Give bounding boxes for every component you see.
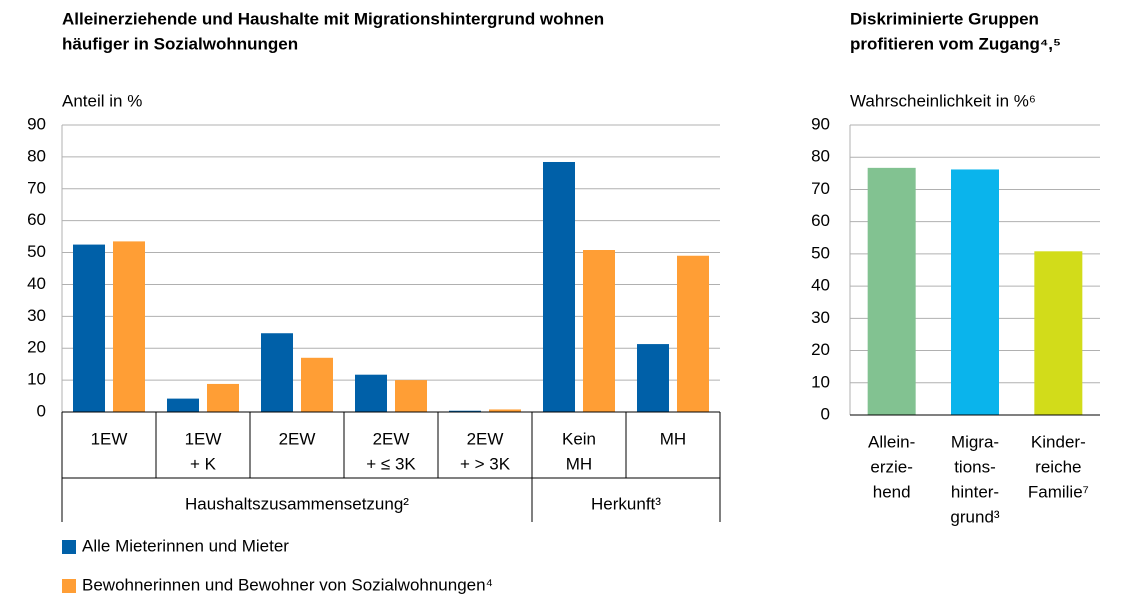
x-tick-label: Kein xyxy=(562,429,596,448)
bar xyxy=(867,167,916,415)
y-tick-label: 70 xyxy=(27,178,46,197)
x-tick-label: 2EW xyxy=(373,429,410,448)
x-tick-label: grund³ xyxy=(950,507,999,526)
x-tick-label: erzie- xyxy=(870,457,913,476)
x-tick-label: + K xyxy=(190,454,217,473)
y-tick-label: 10 xyxy=(811,372,830,391)
y-axis-label: Wahrscheinlichkeit in %⁶ xyxy=(850,91,1036,110)
bar xyxy=(449,410,481,412)
bar xyxy=(951,169,999,415)
group-label: Herkunft³ xyxy=(591,494,661,513)
x-tick-label: Familie⁷ xyxy=(1028,482,1089,501)
x-tick-label: MH xyxy=(660,429,686,448)
y-tick-label: 40 xyxy=(811,276,830,295)
y-tick-label: 60 xyxy=(27,210,46,229)
bar xyxy=(355,374,387,412)
bar xyxy=(207,383,239,412)
bar xyxy=(677,255,709,412)
bar xyxy=(113,241,145,412)
x-tick-label: + > 3K xyxy=(460,454,511,473)
chart-title: Alleinerziehende und Haushalte mit Migra… xyxy=(62,9,604,28)
x-tick-label: 2EW xyxy=(279,429,316,448)
bar xyxy=(301,357,333,412)
legend-label: Alle Mieterinnen und Mieter xyxy=(82,536,289,555)
bar xyxy=(543,161,575,412)
x-tick-label: tions- xyxy=(954,457,996,476)
x-tick-label: reiche xyxy=(1035,457,1081,476)
y-tick-label: 0 xyxy=(821,404,830,423)
bar xyxy=(73,244,105,412)
y-tick-label: 20 xyxy=(27,338,46,357)
x-tick-label: 2EW xyxy=(467,429,504,448)
chart-title: häufiger in Sozialwohnungen xyxy=(62,34,298,53)
y-tick-label: 30 xyxy=(811,308,830,327)
y-tick-label: 80 xyxy=(811,147,830,166)
y-tick-label: 90 xyxy=(811,114,830,133)
bar xyxy=(261,333,293,412)
x-tick-label: Migra- xyxy=(951,432,999,451)
bar xyxy=(489,409,521,412)
x-tick-label: 1EW xyxy=(91,429,128,448)
bar xyxy=(1034,251,1083,415)
x-tick-label: 1EW xyxy=(185,429,222,448)
group-label: Haushaltszusammensetzung² xyxy=(185,494,409,513)
x-tick-label: Kinder- xyxy=(1031,432,1086,451)
y-tick-label: 70 xyxy=(811,179,830,198)
y-tick-label: 80 xyxy=(27,146,46,165)
bar xyxy=(395,380,427,412)
y-axis-label: Anteil in % xyxy=(62,91,142,110)
bar xyxy=(167,398,199,412)
legend-swatch xyxy=(62,540,76,554)
y-tick-label: 50 xyxy=(811,243,830,262)
y-tick-label: 20 xyxy=(811,340,830,359)
bar xyxy=(637,344,669,412)
legend-swatch xyxy=(62,579,76,593)
chart-title: Diskriminierte Gruppen xyxy=(850,9,1039,28)
bar xyxy=(583,250,615,412)
x-tick-label: Allein- xyxy=(868,432,915,451)
y-tick-label: 0 xyxy=(37,401,46,420)
chart-title: profitieren vom Zugang⁴,⁵ xyxy=(850,34,1061,53)
x-tick-label: MH xyxy=(566,454,592,473)
y-tick-label: 90 xyxy=(27,114,46,133)
x-tick-label: hinter- xyxy=(951,482,999,501)
legend-label: Bewohnerinnen und Bewohner von Sozialwoh… xyxy=(82,575,493,594)
y-tick-label: 60 xyxy=(811,211,830,230)
y-tick-label: 10 xyxy=(27,370,46,389)
y-tick-label: 50 xyxy=(27,242,46,261)
x-tick-label: hend xyxy=(873,482,911,501)
y-tick-label: 40 xyxy=(27,274,46,293)
x-tick-label: + ≤ 3K xyxy=(366,454,416,473)
y-tick-label: 30 xyxy=(27,306,46,325)
